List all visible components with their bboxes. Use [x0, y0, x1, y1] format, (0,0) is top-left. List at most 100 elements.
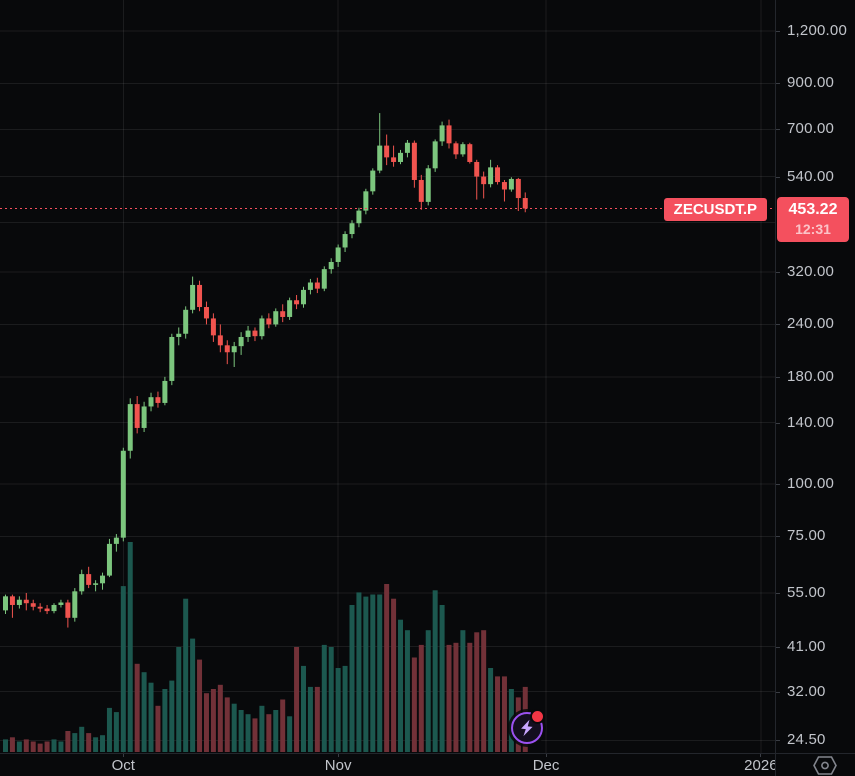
volume-bar: [23, 739, 29, 752]
volume-bar: [411, 657, 417, 752]
candle-body: [356, 210, 362, 224]
candle-body: [134, 404, 140, 428]
price-axis-label: 700.00: [787, 120, 835, 138]
candle-body: [515, 178, 521, 199]
volume-bar: [217, 684, 223, 752]
candle-body: [460, 144, 466, 155]
candle-body: [217, 335, 223, 346]
volume-bar: [273, 710, 279, 752]
candle-body: [16, 599, 22, 605]
volume-bar: [439, 605, 445, 752]
candle-body: [113, 537, 119, 544]
candle-body: [404, 142, 410, 153]
chart-plot-area[interactable]: ZECUSDT.P: [0, 0, 775, 753]
candle-body: [432, 141, 438, 169]
price-axis-label: 320.00: [787, 262, 835, 280]
price-axis-tick: [776, 740, 780, 742]
time-axis-label: 2026: [744, 757, 775, 774]
candle-body: [522, 198, 528, 209]
candle-body: [51, 604, 57, 612]
candle-body: [183, 309, 189, 334]
candle-body: [488, 167, 494, 185]
candle-body: [391, 157, 397, 162]
price-axis-tick: [776, 483, 780, 485]
price-axis-tick: [776, 592, 780, 594]
candle-body: [210, 318, 216, 336]
candle-body: [266, 318, 272, 325]
volume-bar: [155, 705, 161, 752]
volume-bar: [266, 714, 272, 752]
volume-bar: [183, 598, 189, 752]
volume-bar: [314, 686, 320, 752]
volume-bar: [335, 668, 341, 752]
volume-bar: [370, 594, 376, 752]
price-axis-tick: [776, 271, 780, 273]
symbol-price-flag: ZECUSDT.P: [663, 197, 767, 221]
candle-body: [9, 596, 15, 605]
quick-trade-button[interactable]: [511, 709, 545, 744]
candle-body: [65, 602, 71, 618]
price-axis-label: 100.00: [787, 474, 835, 492]
candle-body: [377, 145, 383, 171]
candle-body: [245, 330, 251, 337]
chart-canvas[interactable]: [0, 0, 775, 753]
volume-bar: [3, 739, 8, 752]
price-axis-label: 240.00: [787, 315, 835, 333]
price-axis-label: 1,200.00: [787, 22, 847, 39]
price-axis-tick: [776, 324, 780, 326]
time-axis[interactable]: Oct Nov Dec 2026: [0, 754, 855, 776]
price-axis[interactable]: 453.22 12:31 1,200.00 900.00 700.00 540.00 3…: [776, 0, 855, 753]
volume-bar: [453, 642, 459, 752]
candle-body: [93, 583, 99, 585]
candle-body: [481, 176, 487, 185]
volume-bar: [113, 712, 119, 752]
price-axis-label: 140.00: [787, 413, 835, 431]
candle-body: [79, 574, 85, 592]
candle-body: [363, 191, 369, 211]
volume-bar: [51, 739, 57, 752]
candle-body: [162, 380, 168, 403]
volume-bar: [321, 644, 327, 752]
candle-body: [467, 144, 473, 162]
volume-bar: [86, 733, 92, 752]
volume-bar: [100, 735, 106, 752]
volume-bar: [9, 737, 15, 752]
candle-body: [252, 330, 258, 337]
candle-body: [328, 261, 334, 270]
volume-bar: [190, 638, 196, 752]
volume-bar: [93, 737, 99, 752]
volume-bar: [16, 741, 22, 752]
volume-bar: [377, 594, 383, 752]
volume-bar: [176, 647, 182, 752]
candle-body: [342, 234, 348, 248]
candle-body: [58, 602, 64, 605]
candle-body: [203, 307, 209, 319]
candle-body: [44, 608, 50, 612]
candle-body: [176, 333, 182, 337]
candle-body: [273, 311, 279, 325]
lightning-bolt-icon: [521, 719, 533, 737]
volume-bar: [72, 733, 78, 752]
time-axis-tick: [122, 754, 124, 757]
volume-bar: [134, 663, 140, 752]
time-axis-tick: [545, 754, 547, 757]
volume-bar: [356, 592, 362, 752]
price-axis-tick: [776, 536, 780, 538]
candle-body: [127, 404, 133, 451]
volume-bar: [481, 630, 487, 752]
candle-body: [86, 574, 92, 585]
candle-body: [224, 345, 230, 353]
time-labels-container: Oct Nov Dec 2026: [0, 754, 775, 776]
volume-bar: [162, 689, 168, 752]
price-scale-settings-button[interactable]: [811, 755, 839, 776]
last-price-value: 453.22: [788, 201, 838, 219]
time-axis-tick: [760, 754, 762, 757]
candle-body: [3, 596, 8, 611]
time-axis-tick: [337, 754, 339, 757]
price-axis-label: 900.00: [787, 74, 835, 92]
candle-body: [411, 142, 417, 180]
price-axis-tick: [776, 83, 780, 85]
candle-body: [501, 182, 507, 190]
candle-body: [169, 336, 175, 381]
